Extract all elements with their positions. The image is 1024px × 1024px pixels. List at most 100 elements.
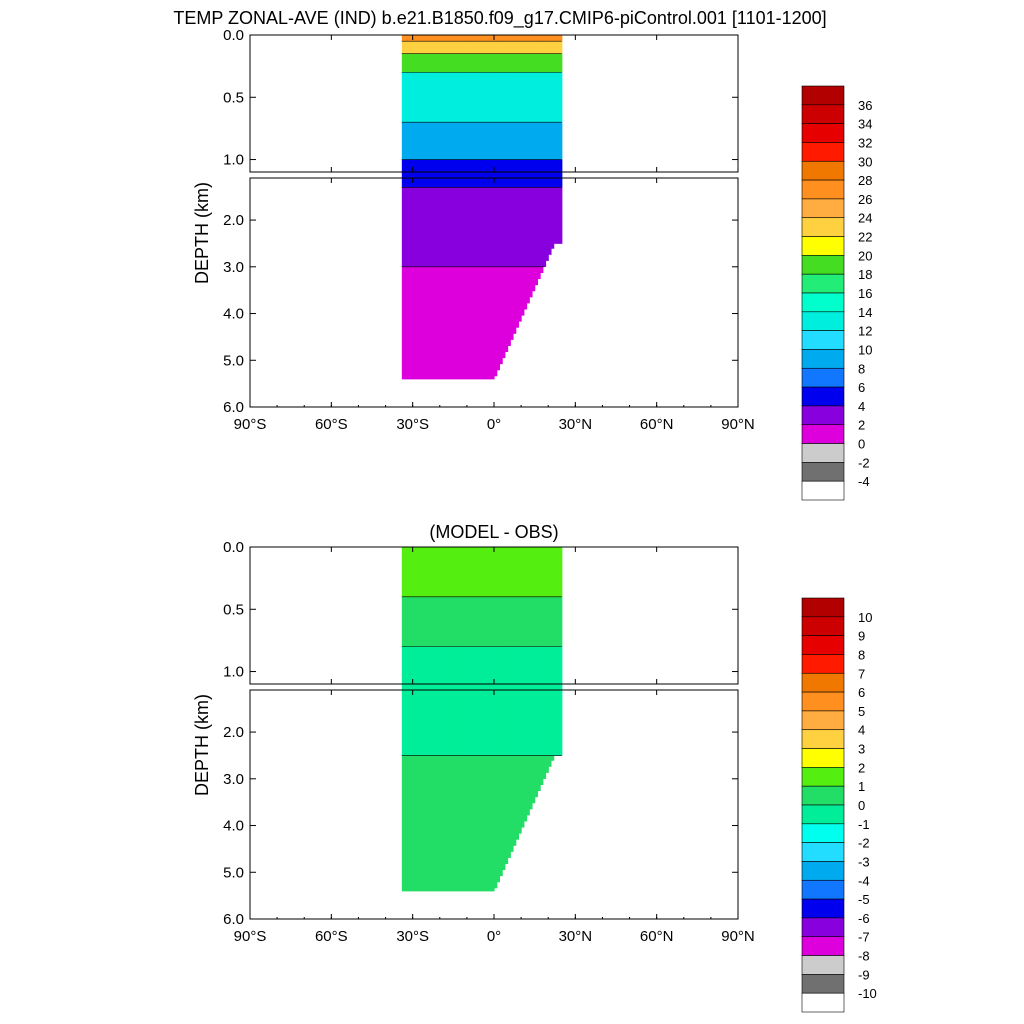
- field-cell: [407, 187, 411, 268]
- field-cell: [472, 684, 476, 756]
- field-cell: [480, 41, 484, 55]
- field-cell: [502, 72, 506, 123]
- field-cell: [477, 172, 482, 188]
- field-cell: [426, 35, 430, 42]
- field-cell: [529, 755, 533, 810]
- field-cell: [496, 172, 501, 188]
- field-cell: [469, 35, 473, 42]
- field-cell: [531, 159, 536, 173]
- field-cell: [472, 266, 476, 380]
- field-cell: [485, 159, 490, 173]
- field-cell: [512, 122, 517, 160]
- field-cell: [442, 596, 446, 648]
- field-cell: [469, 646, 473, 685]
- field-cell: [496, 266, 501, 371]
- field-cell: [431, 596, 435, 648]
- field-cell: [415, 53, 419, 73]
- field-cell: [526, 266, 530, 304]
- field-cell: [407, 646, 411, 685]
- field-cell: [423, 172, 427, 188]
- field-cell: [434, 266, 438, 380]
- field-cell: [475, 53, 479, 73]
- colorbar-label: 10: [858, 610, 872, 625]
- field-cell: [537, 41, 541, 55]
- field-cell: [442, 646, 446, 685]
- field-cell: [445, 684, 449, 756]
- field-cell: [442, 53, 446, 73]
- field-cell: [550, 596, 555, 648]
- colorbar-label: 30: [858, 154, 872, 169]
- colorbar-swatch: [801, 898, 845, 919]
- x-tick-label: 30°S: [396, 928, 429, 945]
- field-cell: [464, 547, 468, 598]
- field-cell: [507, 547, 511, 598]
- field-cell: [418, 72, 422, 123]
- field-cell: [442, 187, 446, 268]
- field-cell: [518, 72, 522, 123]
- field-cell: [491, 596, 495, 648]
- field-cell: [518, 596, 522, 648]
- field-cell: [409, 41, 414, 55]
- field-cell: [550, 172, 555, 188]
- field-cell: [461, 187, 465, 268]
- field-cell: [423, 72, 427, 123]
- field-cell: [529, 547, 533, 598]
- field-cell: [494, 122, 498, 160]
- field-cell: [475, 596, 479, 648]
- field-cell: [439, 172, 444, 188]
- field-cell: [502, 755, 506, 871]
- field-cell: [458, 159, 463, 173]
- field-cell: [418, 122, 422, 160]
- field-cell: [401, 72, 406, 123]
- field-cell: [447, 547, 452, 598]
- x-tick-label: 90°S: [234, 928, 267, 945]
- x-tick-label: 30°N: [559, 928, 593, 945]
- field-cell: [523, 53, 528, 73]
- field-cell: [553, 646, 557, 685]
- field-cell: [426, 596, 430, 648]
- field-cell: [553, 684, 557, 756]
- field-cell: [556, 684, 560, 756]
- field-cell: [531, 266, 536, 292]
- field-cell: [475, 172, 479, 188]
- field-cell: [485, 172, 490, 188]
- field-cell: [423, 646, 427, 685]
- field-cell: [431, 41, 435, 55]
- field-cell: [534, 547, 538, 598]
- field-cell: [480, 122, 484, 160]
- field-cell: [475, 646, 479, 685]
- field-cell: [512, 596, 517, 648]
- field-cell: [434, 41, 438, 55]
- field-cell: [469, 53, 473, 73]
- field-cell: [437, 72, 441, 123]
- field-cell: [512, 159, 517, 173]
- colorbar-label: 26: [858, 192, 872, 207]
- field-cell: [447, 122, 452, 160]
- field-cell: [542, 187, 547, 267]
- field-cell: [431, 266, 435, 380]
- field-cell: [404, 72, 408, 123]
- field-cell: [548, 755, 552, 767]
- field-cell: [439, 35, 444, 42]
- field-cell: [559, 187, 563, 244]
- field-cell: [458, 755, 463, 892]
- field-cell: [464, 35, 468, 42]
- field-cell: [447, 187, 452, 268]
- field-cell: [526, 72, 530, 123]
- colorbar-swatch: [801, 974, 845, 994]
- field-cell: [423, 122, 427, 160]
- field-cell: [521, 41, 525, 55]
- field-cell: [556, 547, 560, 598]
- field-cell: [540, 596, 544, 648]
- field-cell: [507, 187, 511, 268]
- field-cell: [491, 72, 495, 123]
- field-cell: [531, 547, 536, 598]
- field-cell: [488, 187, 492, 268]
- colorbar-swatch: [801, 672, 845, 693]
- colorbar-swatch: [801, 804, 845, 825]
- field-cell: [401, 122, 406, 160]
- field-cell: [494, 596, 498, 648]
- field-cell: [483, 35, 487, 42]
- field-cell: [464, 53, 468, 73]
- field-cell: [499, 646, 503, 685]
